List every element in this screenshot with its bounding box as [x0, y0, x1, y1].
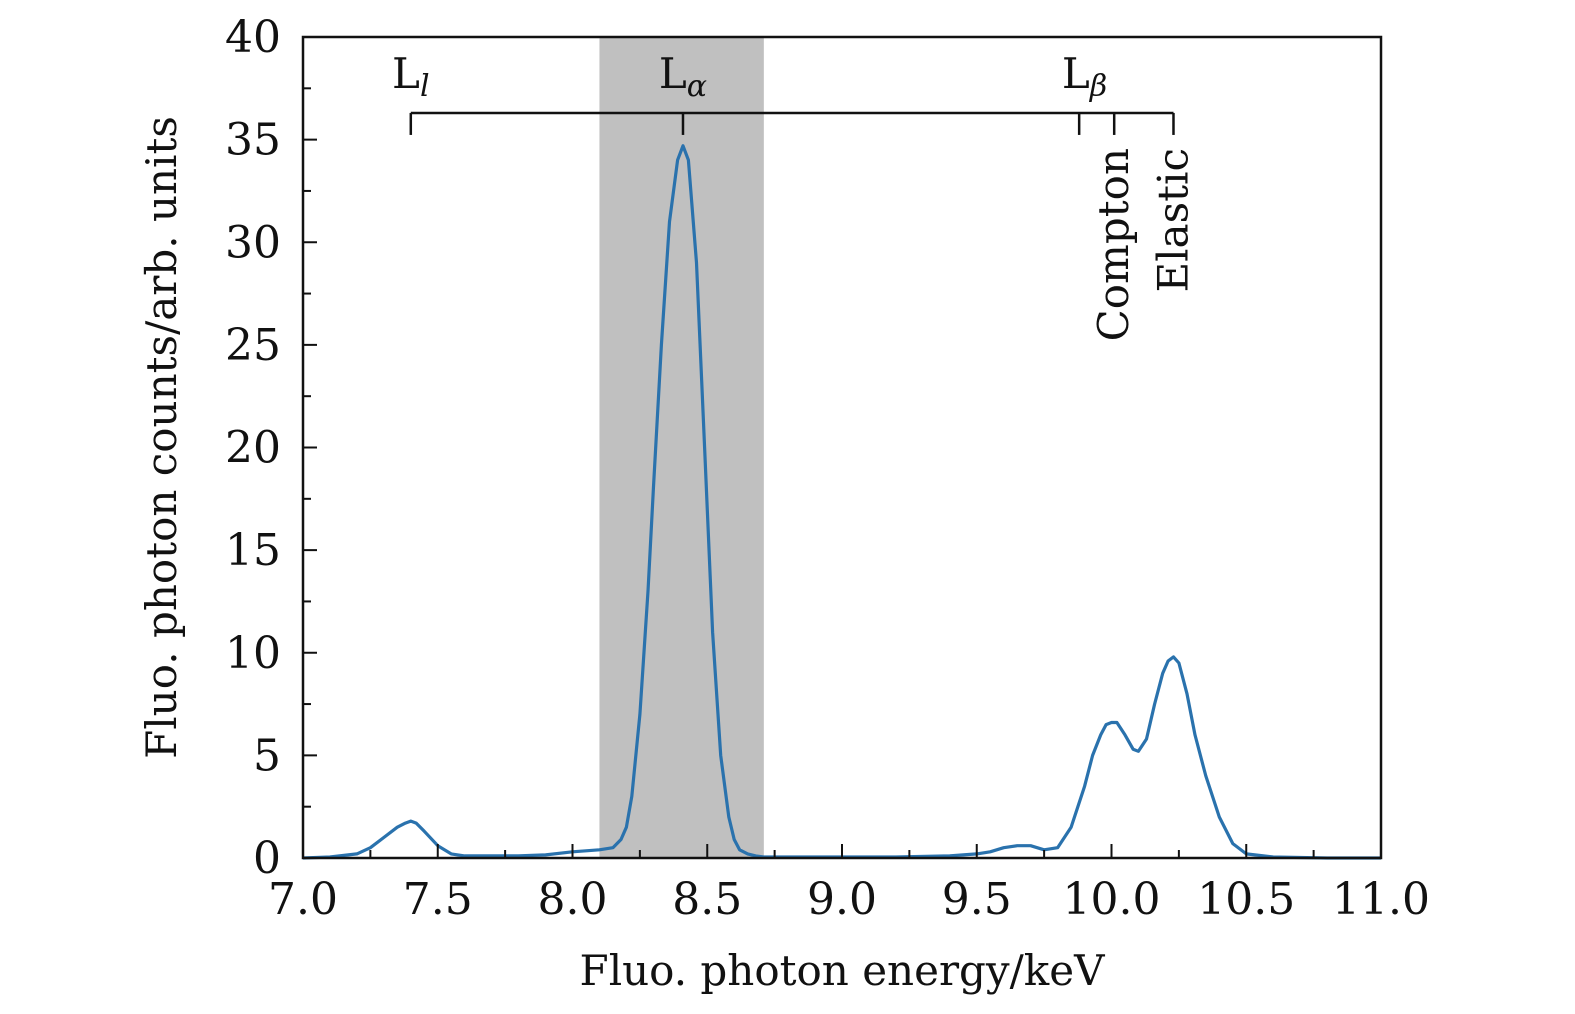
- x-tick-label: 9.5: [942, 874, 1012, 925]
- y-tick-label: 40: [225, 12, 281, 63]
- curve-layer: [302, 144, 1381, 860]
- peak-label-sub: l: [420, 69, 430, 104]
- ticks-layer: 7.0 7.5 8.0 8.5 9.0 9.5 10.0 10.5 11.0 0 5 10 15 20 25…: [225, 12, 1430, 925]
- x-tick-label: 7.0: [268, 874, 338, 925]
- x-tick-label: 10.5: [1197, 874, 1295, 925]
- x-tick-label: 8.5: [672, 874, 742, 925]
- y-tick-label: 30: [225, 217, 281, 268]
- vertical-label: Compton: [1089, 148, 1138, 341]
- peak-label-sub: α: [687, 69, 707, 104]
- peak-label-main: L: [1062, 49, 1090, 98]
- peak-label: Ll: [392, 49, 430, 104]
- x-axis-title: Fluo. photon energy/keV: [580, 946, 1106, 995]
- y-tick-label: 10: [225, 628, 281, 679]
- shaded-region: [599, 37, 764, 858]
- shaded-region-layer: [599, 37, 764, 858]
- y-tick-label: 0: [253, 833, 281, 884]
- x-tick-label: 8.0: [538, 874, 608, 925]
- peak-label-main: L: [392, 49, 420, 98]
- x-tick-label: 9.0: [807, 874, 877, 925]
- peak-label: Lα: [659, 49, 707, 104]
- x-tick-label: 11.0: [1332, 874, 1430, 925]
- x-tick-label: 7.5: [403, 874, 473, 925]
- y-axis-title: Fluo. photon counts/arb. units: [137, 116, 186, 759]
- spectrum-line: [302, 144, 1381, 860]
- peak-label: Lβ: [1062, 49, 1107, 104]
- y-tick-label: 20: [225, 423, 281, 474]
- x-tick-label: 10.0: [1063, 874, 1161, 925]
- y-tick-label: 5: [253, 730, 281, 781]
- y-tick-label: 25: [225, 320, 281, 371]
- peak-label-main: L: [659, 49, 687, 98]
- plot-frame: [301, 35, 1383, 860]
- vertical-label: Elastic: [1148, 148, 1197, 293]
- y-tick-label: 35: [225, 115, 281, 166]
- peak-label-sub: β: [1089, 69, 1107, 104]
- y-tick-label: 15: [225, 525, 281, 576]
